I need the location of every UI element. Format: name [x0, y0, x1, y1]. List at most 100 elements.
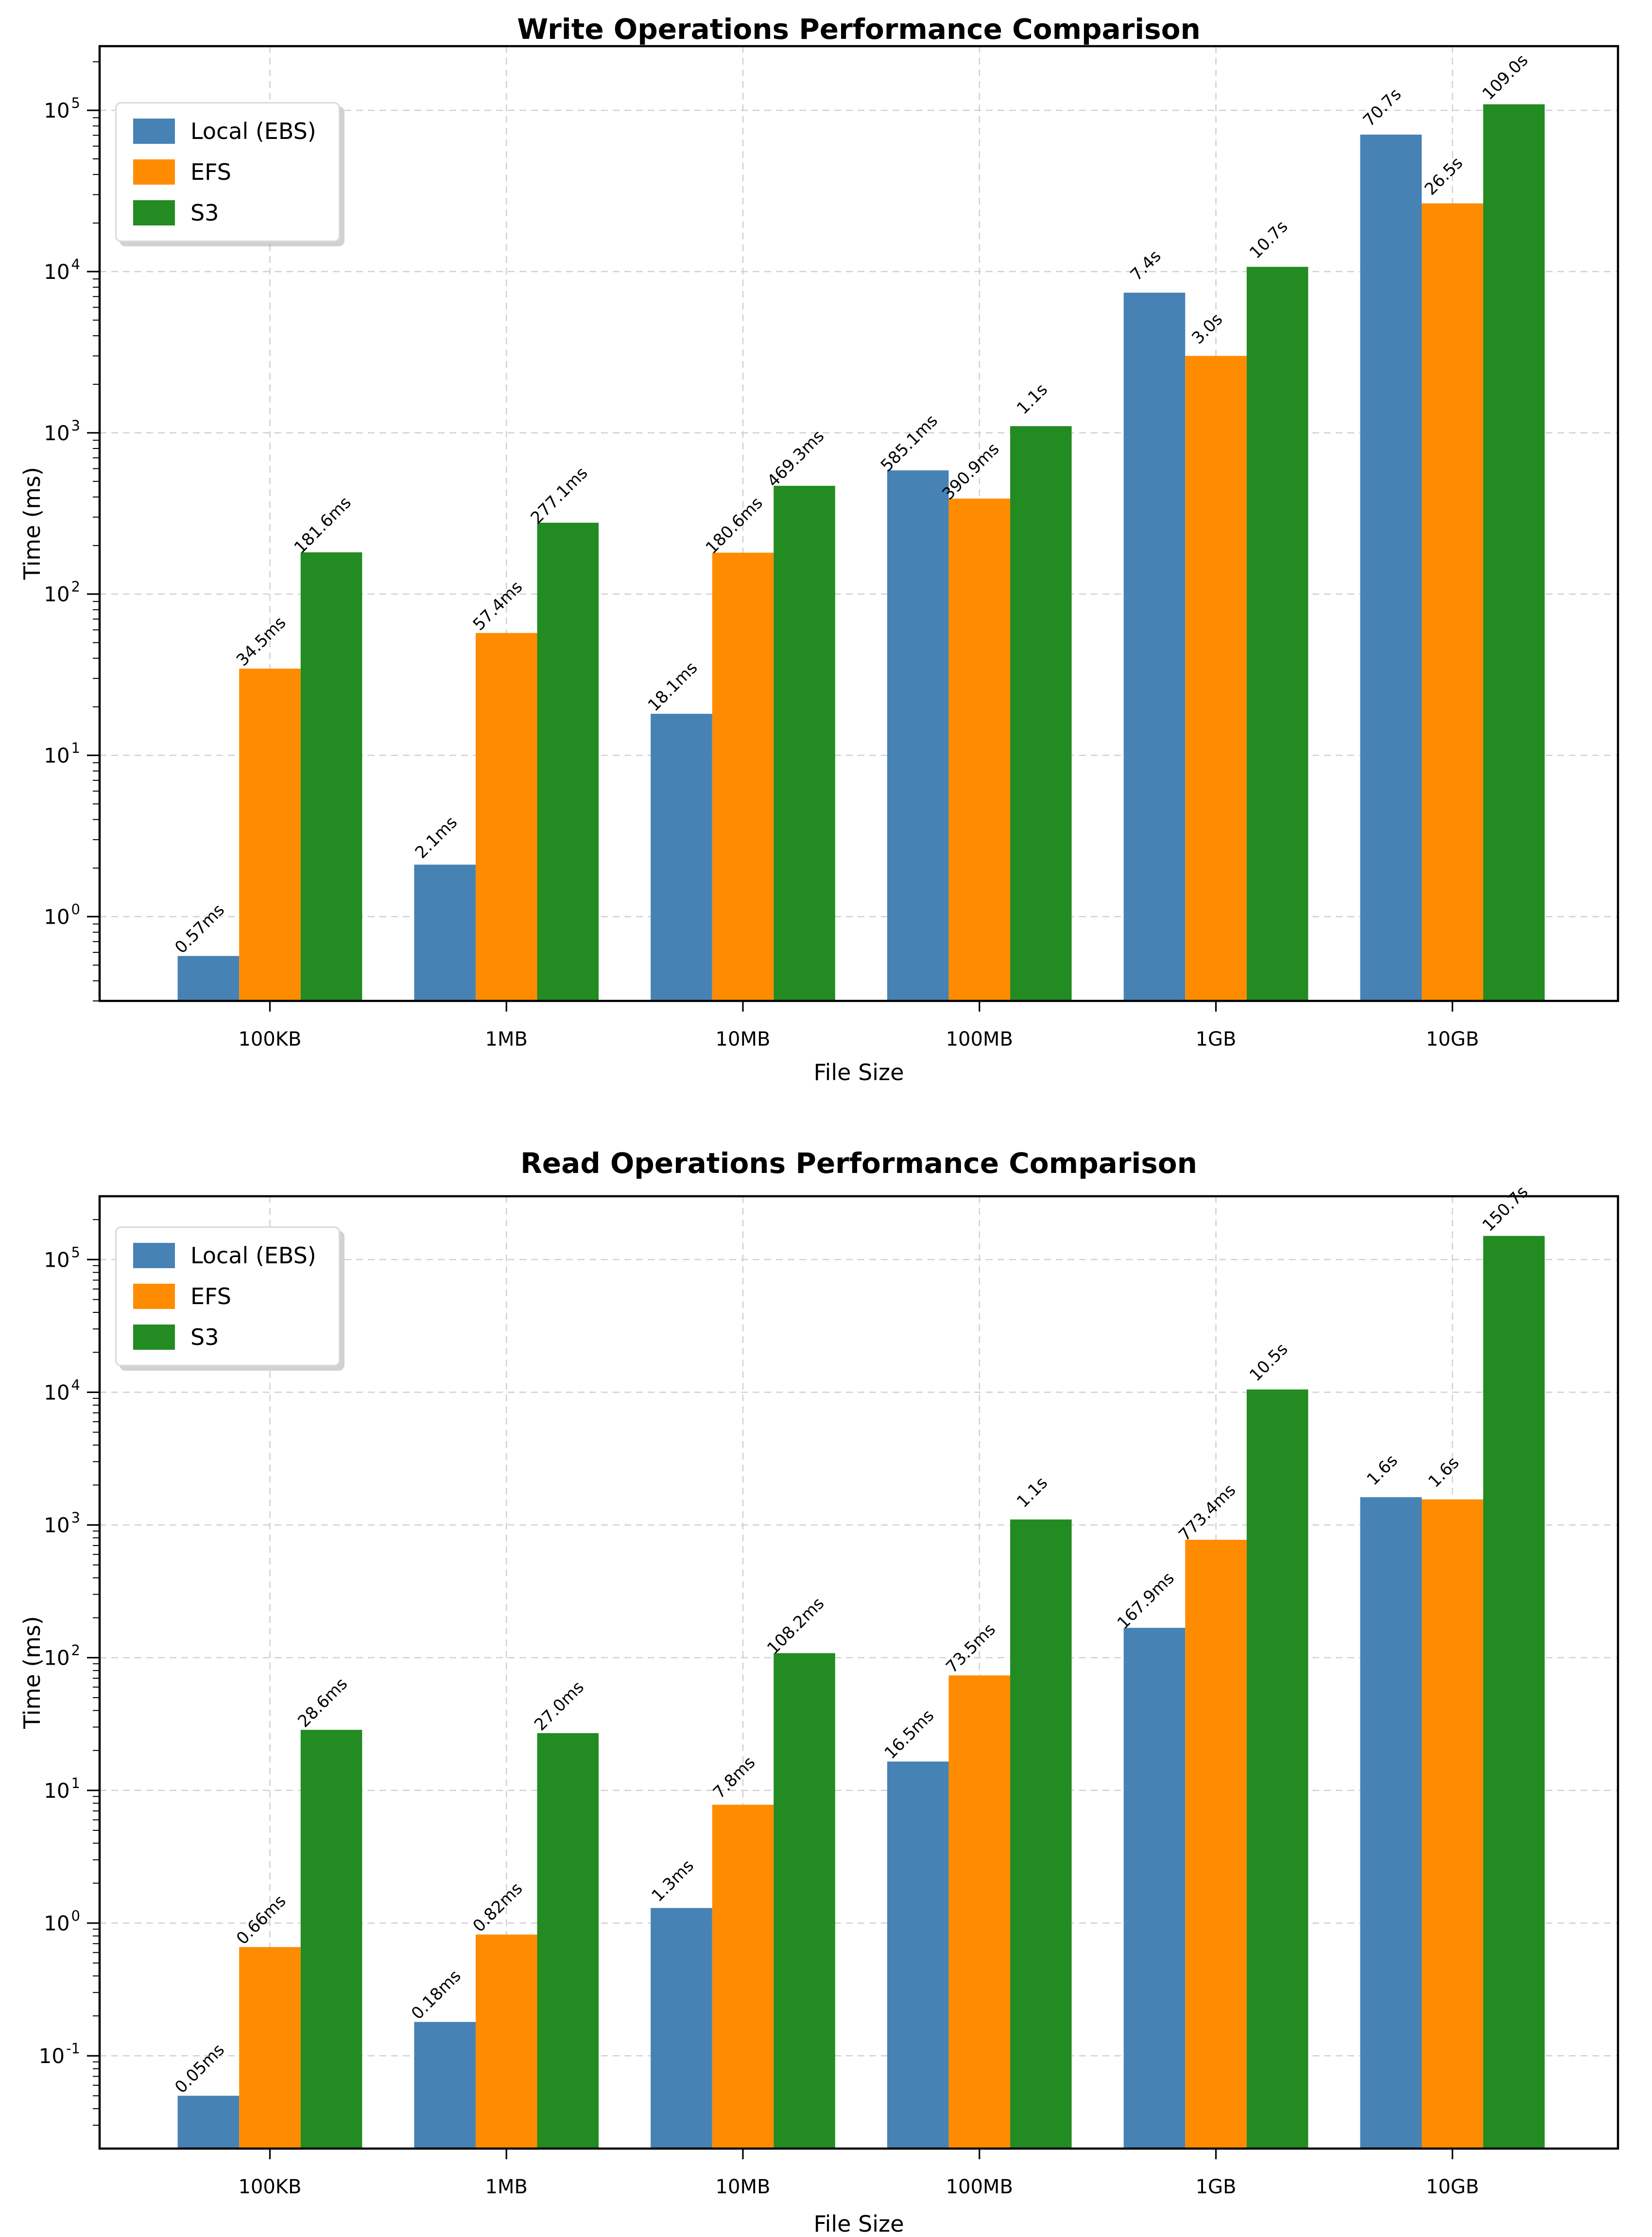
legend-label-efs: EFS — [190, 159, 231, 185]
bar-value-label: 167.9ms — [1114, 1568, 1178, 1633]
bar-value-label: 18.1ms — [644, 658, 702, 715]
y-tick-label: 10 4 — [44, 1377, 80, 1404]
y-tick-label: 10 0 — [44, 901, 80, 929]
y-tick-label: 10 2 — [44, 579, 80, 606]
bar-value-label: 1.1s — [1013, 380, 1051, 418]
bar-efs-100kb — [239, 1947, 301, 2149]
bar-value-label: 181.6ms — [291, 493, 355, 557]
bar-efs-10mb — [712, 552, 774, 1001]
bar-value-label: 10.5s — [1246, 1340, 1291, 1385]
x-tick-label: 10MB — [716, 2176, 771, 2198]
bar-value-label: 0.82ms — [469, 1879, 527, 1936]
x-tick-label: 1GB — [1196, 1028, 1237, 1050]
y-tick-label: 10 1 — [44, 740, 80, 768]
write-operations-chart: Write Operations Performance Comparison … — [0, 0, 1652, 1118]
y-tick-label: 10 1 — [44, 1775, 80, 1803]
bar-value-label: 0.18ms — [408, 1966, 465, 2024]
x-tick-label: 100MB — [946, 1028, 1013, 1050]
bar-value-label: 1.6s — [1363, 1451, 1401, 1489]
y-tick-label: 10 2 — [44, 1642, 80, 1670]
x-tick-label: 1GB — [1196, 2176, 1237, 2198]
bar-efs-10gb — [1421, 203, 1483, 1001]
bar-value-label: 585.1ms — [877, 411, 942, 476]
read-chart-title: Read Operations Performance Comparison — [520, 1147, 1197, 1180]
efs-swatch-icon — [133, 1284, 175, 1309]
read-operations-chart: Read Operations Performance Comparison T… — [0, 1118, 1652, 2237]
bar-efs-10gb — [1421, 1499, 1483, 2149]
bar-value-label: 16.5ms — [881, 1706, 938, 1763]
legend-item-efs: EFS — [133, 159, 316, 185]
bar-s3-100kb — [300, 552, 362, 1001]
bar-efs-1mb — [475, 633, 537, 1001]
bar-s3-10gb — [1483, 104, 1545, 1001]
bar-efs-1gb — [1185, 356, 1247, 1001]
x-tick-label: 10MB — [716, 1028, 771, 1050]
bar-s3-10mb — [774, 1653, 835, 2149]
legend-label-local-ebs: Local (EBS) — [190, 118, 316, 144]
x-tick-label: 1MB — [485, 1028, 528, 1050]
bar-s3-1gb — [1246, 267, 1308, 1001]
bar-efs-100mb — [948, 499, 1011, 1001]
bar-value-label: 1.6s — [1425, 1453, 1463, 1492]
bar-value-label: 26.5s — [1421, 154, 1466, 199]
bar-efs-100kb — [239, 669, 301, 1001]
x-tick-label: 10GB — [1426, 1028, 1479, 1050]
y-tick-label: 10 5 — [44, 95, 80, 122]
write-chart-plot: 0.57ms 2.1ms 18.1ms 585.1ms 7.4s 70.7s 34.5ms 5… — [44, 45, 1619, 1050]
bar-value-label: 0.57ms — [171, 900, 228, 958]
bar-s3-10mb — [774, 485, 835, 1001]
bar-value-label: 0.66ms — [233, 1892, 290, 1949]
bar-value-label: 773.4ms — [1175, 1480, 1239, 1545]
bar-s3-100kb — [300, 1730, 362, 2149]
x-tick-label: 1MB — [485, 2176, 528, 2198]
bar-value-label: 10.7s — [1246, 217, 1291, 262]
bar-value-label: 0.05ms — [171, 2040, 228, 2098]
bar-value-label: 2.1ms — [412, 813, 461, 862]
bar-value-label: 7.8ms — [709, 1753, 759, 1802]
y-tick-label: 10 3 — [44, 417, 80, 445]
bar-local-ebs-1gb — [1123, 1628, 1186, 2149]
legend-label-local-ebs: Local (EBS) — [190, 1242, 316, 1269]
bar-local-ebs-100kb — [177, 2096, 240, 2149]
bar-local-ebs-100mb — [887, 1761, 949, 2149]
bar-efs-100mb — [948, 1675, 1011, 2149]
read-chart-plot: 0.05ms 0.18ms 1.3ms 16.5ms 167.9ms 1.6s 0.66ms… — [39, 1182, 1619, 2198]
bar-s3-10gb — [1483, 1236, 1545, 2149]
local-ebs-swatch-icon — [133, 1243, 175, 1268]
bar-s3-1mb — [537, 1733, 599, 2149]
s3-swatch-icon — [133, 200, 175, 225]
legend-label-s3: S3 — [190, 1324, 219, 1350]
bar-local-ebs-10mb — [651, 714, 712, 1001]
read-chart-legend: Local (EBS) EFS S3 — [115, 1226, 340, 1366]
y-tick-label: 10 0 — [44, 1908, 80, 1935]
read-x-axis-label: File Size — [813, 2211, 904, 2237]
bar-value-label: 27.0ms — [531, 1677, 588, 1735]
x-tick-label: 100KB — [238, 1028, 301, 1050]
bar-value-label: 108.2ms — [763, 1594, 828, 1658]
y-tick-label: 10 3 — [44, 1510, 80, 1537]
legend-item-efs: EFS — [133, 1283, 316, 1309]
bar-local-ebs-10mb — [651, 1908, 712, 2149]
bar-value-label: 1.3ms — [648, 1856, 697, 1906]
bar-value-label: 34.5ms — [233, 613, 290, 670]
local-ebs-swatch-icon — [133, 119, 175, 144]
legend-item-s3: S3 — [133, 200, 316, 226]
bar-efs-1gb — [1185, 1540, 1247, 2149]
bar-value-label: 28.6ms — [294, 1674, 351, 1732]
bar-value-label: 1.1s — [1013, 1473, 1051, 1512]
write-chart-title: Write Operations Performance Comparison — [517, 13, 1201, 46]
bar-value-label: 57.4ms — [469, 577, 527, 635]
bar-local-ebs-100mb — [887, 470, 949, 1001]
bar-s3-100mb — [1010, 426, 1072, 1001]
y-tick-label: 10 5 — [44, 1244, 80, 1272]
bar-value-label: 70.7s — [1359, 85, 1405, 130]
legend-label-s3: S3 — [190, 200, 219, 226]
legend-item-local-ebs: Local (EBS) — [133, 118, 316, 144]
bar-s3-100mb — [1010, 1519, 1072, 2149]
bar-value-label: 73.5ms — [942, 1620, 999, 1677]
legend-item-local-ebs: Local (EBS) — [133, 1242, 316, 1269]
bar-efs-1mb — [475, 1934, 537, 2149]
write-x-axis-label: File Size — [813, 1059, 904, 1085]
bar-value-label: 109.0s — [1479, 51, 1532, 104]
